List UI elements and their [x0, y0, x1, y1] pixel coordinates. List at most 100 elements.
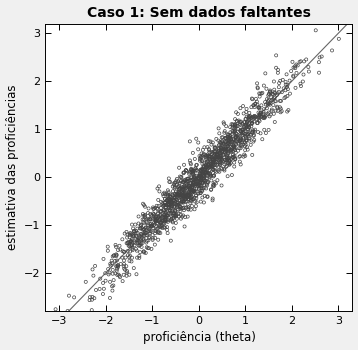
- Point: [228, 138, 233, 143]
- Point: [250, 96, 255, 102]
- Point: [114, 258, 120, 263]
- Point: [208, 139, 213, 144]
- Point: [180, 187, 186, 192]
- Point: [135, 237, 140, 243]
- Point: [199, 181, 205, 186]
- Point: [212, 152, 217, 158]
- Point: [223, 164, 229, 170]
- Point: [195, 147, 201, 152]
- Point: [126, 239, 131, 245]
- Point: [194, 173, 199, 178]
- Point: [150, 205, 156, 210]
- Point: [255, 120, 261, 126]
- Point: [204, 167, 210, 173]
- Point: [232, 153, 237, 159]
- Point: [241, 127, 246, 132]
- Point: [209, 154, 214, 160]
- Point: [228, 147, 234, 153]
- Point: [250, 152, 255, 158]
- Point: [168, 207, 173, 213]
- Point: [174, 212, 179, 217]
- Point: [224, 158, 229, 163]
- Point: [132, 240, 138, 246]
- Point: [208, 161, 214, 167]
- Point: [166, 201, 171, 207]
- Point: [227, 135, 232, 141]
- Point: [200, 173, 206, 179]
- Point: [158, 209, 164, 215]
- Point: [200, 180, 205, 186]
- Point: [212, 168, 218, 174]
- Point: [189, 182, 195, 188]
- Point: [203, 170, 209, 175]
- Point: [252, 101, 258, 107]
- Point: [152, 242, 158, 247]
- Point: [234, 139, 240, 144]
- Point: [145, 238, 151, 243]
- Point: [174, 204, 180, 210]
- Point: [57, 314, 62, 319]
- Point: [188, 160, 193, 166]
- Point: [198, 167, 203, 173]
- Point: [168, 205, 174, 211]
- Point: [189, 167, 195, 173]
- Point: [165, 193, 170, 199]
- Point: [255, 102, 260, 107]
- Point: [232, 134, 238, 140]
- Point: [237, 139, 243, 144]
- Point: [271, 96, 277, 101]
- Point: [90, 294, 95, 300]
- Point: [209, 163, 214, 169]
- Point: [238, 127, 243, 133]
- Point: [179, 195, 184, 201]
- Point: [183, 191, 188, 197]
- Point: [238, 162, 243, 167]
- Point: [172, 212, 178, 218]
- Point: [226, 155, 231, 161]
- Point: [266, 92, 272, 97]
- Point: [170, 188, 176, 194]
- Point: [134, 255, 140, 260]
- Point: [233, 134, 238, 139]
- Point: [192, 195, 197, 201]
- Point: [148, 214, 154, 219]
- Point: [100, 280, 106, 286]
- Point: [210, 163, 216, 169]
- Point: [198, 177, 204, 182]
- Point: [155, 237, 161, 243]
- Point: [197, 173, 203, 178]
- Point: [162, 217, 168, 222]
- Point: [246, 125, 252, 131]
- Point: [171, 197, 177, 203]
- Point: [242, 139, 247, 145]
- Point: [158, 230, 163, 236]
- Point: [211, 167, 216, 173]
- Point: [136, 214, 141, 219]
- Point: [219, 183, 224, 188]
- Point: [225, 150, 231, 156]
- Point: [157, 224, 163, 230]
- Point: [233, 110, 239, 115]
- Point: [195, 183, 201, 189]
- Point: [225, 140, 231, 146]
- Point: [189, 197, 195, 202]
- Point: [192, 176, 198, 182]
- Point: [83, 279, 89, 285]
- Point: [232, 147, 238, 153]
- Point: [169, 198, 174, 204]
- Point: [225, 173, 231, 179]
- Point: [242, 140, 248, 145]
- Point: [203, 155, 209, 160]
- Point: [217, 159, 223, 165]
- Point: [219, 145, 224, 151]
- Point: [115, 247, 121, 253]
- Point: [280, 77, 286, 83]
- Point: [204, 159, 210, 164]
- Point: [277, 78, 283, 84]
- Point: [267, 88, 273, 93]
- Point: [163, 204, 169, 210]
- Point: [231, 145, 237, 150]
- Point: [124, 268, 130, 274]
- Point: [274, 104, 280, 110]
- Point: [254, 80, 260, 86]
